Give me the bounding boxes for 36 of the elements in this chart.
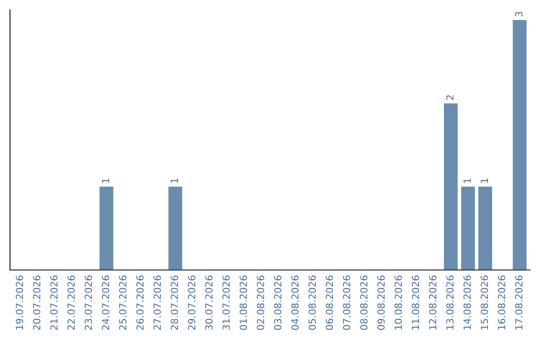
x-tick-label: 23.07.2026	[84, 275, 92, 330]
data-label: 1	[170, 178, 178, 183]
x-tick-label: 31.07.2026	[222, 275, 230, 330]
x-tick-label: 02.08.2026	[256, 275, 264, 330]
x-tick-label: 11.08.2026	[412, 275, 420, 330]
x-tick-label: 06.08.2026	[326, 275, 334, 330]
x-tick-label: 01.08.2026	[240, 275, 247, 330]
x-tick-label: 17.08.2026	[515, 275, 522, 330]
x-tick-label: 13.08.2026	[446, 275, 454, 330]
x-tick-label: 14.08.2026	[463, 275, 471, 330]
x-tick-label: 21.07.2026	[50, 275, 58, 330]
x-tick-label: 16.08.2026	[498, 275, 506, 330]
x-tick-label: 09.08.2026	[377, 275, 385, 330]
x-tick-label: 20.07.2026	[33, 275, 40, 330]
x-tick-label: 22.07.2026	[67, 275, 75, 330]
x-tick-label: 25.07.2026	[119, 275, 126, 330]
x-tick-label: 26.07.2026	[136, 275, 144, 330]
x-tick-label: 08.08.2026	[360, 275, 368, 330]
data-label: 2	[446, 95, 454, 100]
x-tick-label: 07.08.2026	[342, 275, 350, 330]
x-tick-label: 05.08.2026	[308, 275, 316, 330]
data-label: 1	[480, 178, 488, 183]
data-label: 1	[102, 178, 110, 183]
x-tick-label: 19.07.2026	[16, 275, 24, 330]
x-tick-label: 24.07.2026	[102, 275, 110, 330]
x-tick-label: 15.08.2026	[480, 275, 488, 330]
x-tick-label: 03.08.2026	[274, 275, 282, 330]
data-label: 3	[515, 12, 522, 16]
x-tick-label: 30.07.2026	[205, 275, 213, 330]
x-tick-label: 04.08.2026	[291, 275, 299, 330]
x-tick-label: 29.07.2026	[188, 275, 196, 330]
x-tick-label: 28.07.2026	[170, 275, 178, 330]
x-tick-label: 27.07.2026	[154, 275, 161, 330]
x-tick-label: 12.08.2026	[429, 275, 436, 330]
x-tick-label: 10.08.2026	[394, 275, 402, 330]
data-label: 1	[464, 178, 471, 183]
